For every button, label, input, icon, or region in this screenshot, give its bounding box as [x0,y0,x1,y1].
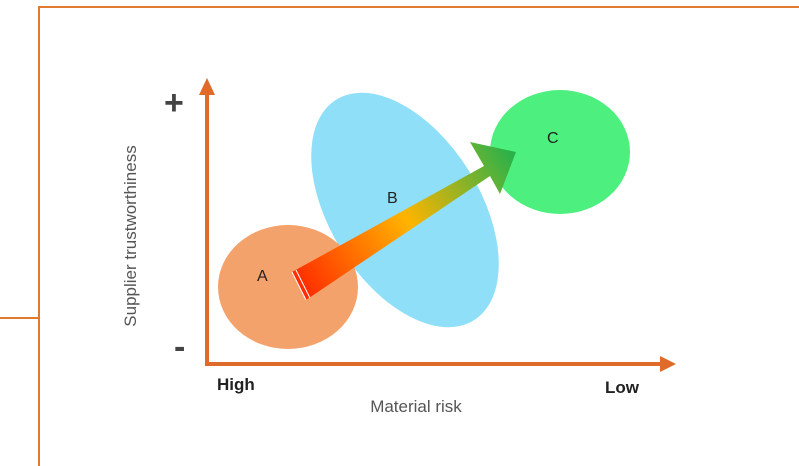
region-c-ellipse [490,90,630,214]
x-axis-left-label: High [217,375,255,394]
y-axis [199,78,215,365]
x-axis [205,356,676,372]
frame-left-tick [0,317,38,319]
x-axis-label: Material risk [370,397,462,416]
y-axis-label: Supplier trustworthiness [121,145,140,326]
region-a-ellipse [218,225,358,349]
improvement-arrow [291,142,516,301]
region-a-label: A [257,268,268,285]
region-c-label: C [547,130,559,147]
y-axis-bottom-symbol: - [174,328,185,366]
y-axis-top-symbol: + [164,84,184,122]
region-b-label: B [387,190,398,207]
x-axis-right-label: Low [605,378,640,397]
frame-top-border [38,6,799,8]
frame-left-border [38,6,40,466]
